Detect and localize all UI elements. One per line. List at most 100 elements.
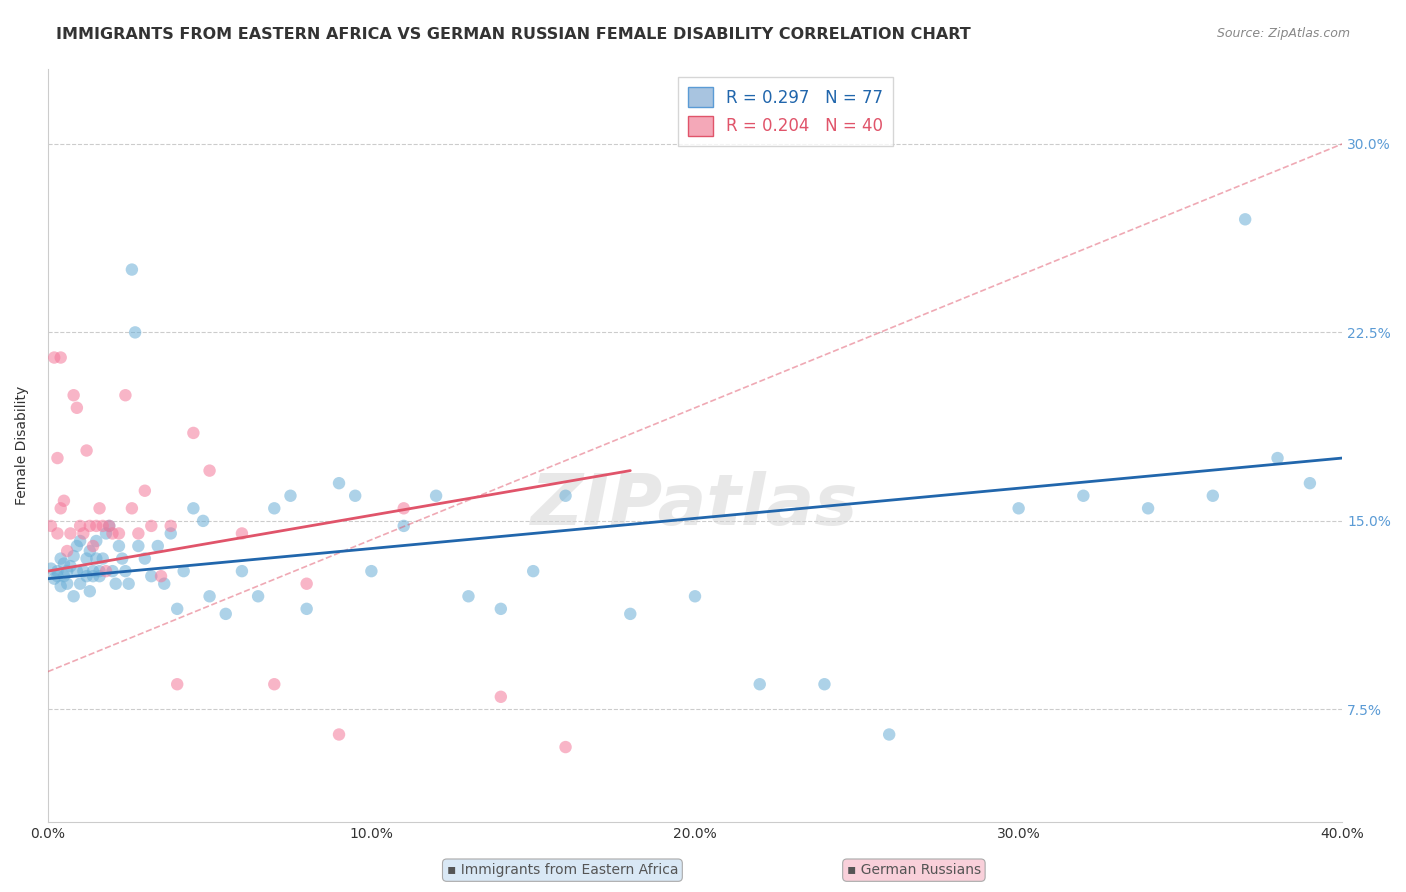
blue <box>328 476 350 491</box>
blue <box>114 564 136 578</box>
Text: ▪ German Russians: ▪ German Russians <box>846 863 981 877</box>
blue <box>89 564 111 578</box>
pink <box>89 501 111 516</box>
blue <box>1137 501 1160 516</box>
blue <box>134 551 156 566</box>
blue <box>98 519 121 533</box>
blue <box>49 579 72 593</box>
blue <box>84 551 107 566</box>
pink <box>69 519 91 533</box>
pink <box>62 388 84 402</box>
pink <box>489 690 512 704</box>
blue <box>118 576 141 591</box>
blue <box>76 551 98 566</box>
blue <box>813 677 835 691</box>
blue <box>198 589 221 603</box>
blue <box>62 549 84 563</box>
blue <box>344 489 367 503</box>
blue <box>56 564 79 578</box>
blue <box>79 584 101 599</box>
blue <box>59 559 82 574</box>
blue <box>215 607 238 621</box>
pink <box>392 501 415 516</box>
pink <box>91 519 114 533</box>
blue <box>554 489 576 503</box>
pink <box>121 501 143 516</box>
pink <box>52 493 75 508</box>
blue <box>748 677 770 691</box>
pink <box>76 443 98 458</box>
blue <box>69 576 91 591</box>
blue <box>1299 476 1322 491</box>
pink <box>198 464 221 478</box>
blue <box>121 262 143 277</box>
blue <box>522 564 544 578</box>
blue <box>52 557 75 571</box>
blue <box>153 576 176 591</box>
blue <box>66 539 89 553</box>
blue <box>46 569 69 583</box>
blue <box>141 569 163 583</box>
blue <box>44 572 66 586</box>
blue <box>159 526 181 541</box>
blue <box>82 564 104 578</box>
pink <box>141 519 163 533</box>
blue <box>247 589 270 603</box>
Legend: R = 0.297   N = 77, R = 0.204   N = 40: R = 0.297 N = 77, R = 0.204 N = 40 <box>678 77 893 146</box>
blue <box>1234 212 1257 227</box>
blue <box>191 514 214 528</box>
pink <box>108 526 131 541</box>
blue <box>280 489 302 503</box>
blue <box>79 544 101 558</box>
blue <box>683 589 706 603</box>
pink <box>66 401 89 415</box>
blue <box>183 501 205 516</box>
blue <box>84 533 107 548</box>
Text: ZIPatlas: ZIPatlas <box>531 471 859 541</box>
pink <box>59 526 82 541</box>
Text: Source: ZipAtlas.com: Source: ZipAtlas.com <box>1216 27 1350 40</box>
pink <box>56 544 79 558</box>
blue <box>425 489 447 503</box>
pink <box>263 677 285 691</box>
blue <box>1073 489 1095 503</box>
pink <box>150 569 173 583</box>
pink <box>44 351 66 365</box>
blue <box>111 551 134 566</box>
blue <box>263 501 285 516</box>
blue <box>124 326 146 340</box>
blue <box>89 569 111 583</box>
blue <box>76 569 98 583</box>
pink <box>101 526 124 541</box>
blue <box>619 607 641 621</box>
pink <box>82 539 104 553</box>
pink <box>295 576 318 591</box>
pink <box>72 526 94 541</box>
pink <box>328 727 350 741</box>
blue <box>39 561 62 575</box>
pink <box>166 677 188 691</box>
blue <box>52 569 75 583</box>
blue <box>392 519 415 533</box>
pink <box>159 519 181 533</box>
blue <box>146 539 169 553</box>
blue <box>1267 451 1289 466</box>
blue <box>1007 501 1029 516</box>
blue <box>231 564 253 578</box>
blue <box>91 551 114 566</box>
blue <box>295 602 318 616</box>
blue <box>56 576 79 591</box>
blue <box>104 576 127 591</box>
blue <box>72 564 94 578</box>
blue <box>69 533 91 548</box>
blue <box>173 564 195 578</box>
Y-axis label: Female Disability: Female Disability <box>15 386 30 505</box>
blue <box>82 569 104 583</box>
pink <box>231 526 253 541</box>
pink <box>46 526 69 541</box>
pink <box>46 451 69 466</box>
pink <box>114 388 136 402</box>
blue <box>66 564 89 578</box>
blue <box>62 589 84 603</box>
blue <box>127 539 149 553</box>
